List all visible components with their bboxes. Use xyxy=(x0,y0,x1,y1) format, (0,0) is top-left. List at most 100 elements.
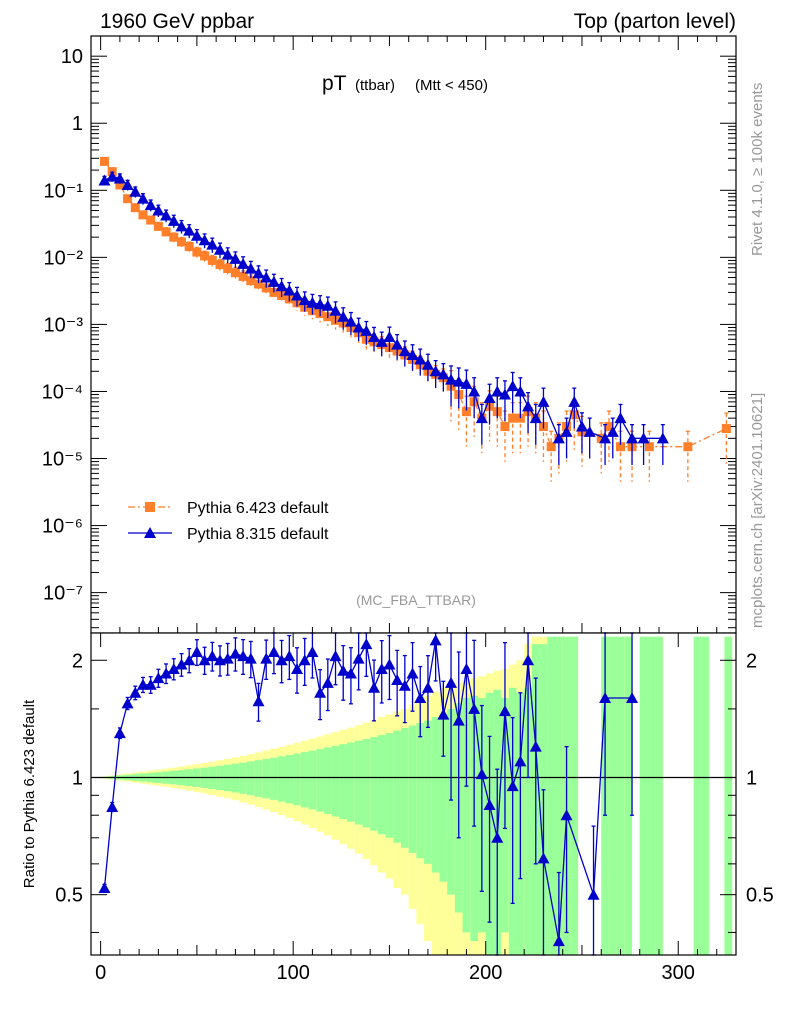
band-inner xyxy=(331,745,340,817)
data-point xyxy=(115,180,125,190)
data-point xyxy=(298,294,311,306)
data-point xyxy=(175,220,188,232)
ratio-point xyxy=(252,695,265,707)
ratio-point xyxy=(129,686,142,698)
data-point xyxy=(352,321,365,333)
legend: Pythia 6.423 default Pythia 8.315 defaul… xyxy=(128,500,329,543)
ratio-point xyxy=(298,654,311,666)
data-point xyxy=(123,194,133,204)
data-point xyxy=(291,289,304,301)
data-point xyxy=(215,260,225,270)
data-point xyxy=(522,400,535,412)
data-point xyxy=(254,279,264,289)
ratio-point xyxy=(552,935,565,947)
data-point xyxy=(568,395,581,407)
band-inner xyxy=(308,750,317,810)
ratio-point xyxy=(136,678,149,690)
y-tick-label: 10⁻¹ xyxy=(44,180,84,202)
data-point xyxy=(383,330,396,342)
main-panel: 10 1 10⁻¹ 10⁻² 10⁻³ 10⁻⁴ 10⁻⁵ 10⁻⁶ 10⁻⁷ pT (ttba… xyxy=(42,35,737,634)
data-point xyxy=(113,172,126,184)
ratio-point xyxy=(260,652,273,664)
data-point xyxy=(529,412,542,424)
mcplots-label: mcplots.cern.ch [arXiv:2401.10621] xyxy=(749,393,766,628)
band-inner xyxy=(246,761,255,796)
data-point xyxy=(329,304,342,316)
data-point xyxy=(246,276,256,286)
ratio-point xyxy=(522,654,535,666)
ratio-point xyxy=(352,652,365,664)
ratio-series-pythia8 xyxy=(98,632,639,956)
band-inner xyxy=(285,755,294,804)
data-point xyxy=(260,271,273,283)
ratio-point xyxy=(375,662,388,674)
data-point xyxy=(229,252,242,264)
data-point xyxy=(391,338,404,350)
data-point xyxy=(337,310,350,322)
data-point xyxy=(375,335,388,347)
ratio-point xyxy=(329,650,342,662)
data-point xyxy=(306,296,319,308)
ratio-point xyxy=(106,800,119,812)
data-point xyxy=(626,432,639,444)
ratio-point xyxy=(206,650,219,662)
data-point xyxy=(368,330,381,342)
ratio-point xyxy=(452,714,465,726)
ratio-ticks: 0.5 0.5 1 1 2 2 0 100 200 300 xyxy=(55,36,774,984)
data-point xyxy=(160,209,173,221)
data-point xyxy=(206,238,219,250)
data-point xyxy=(583,425,596,437)
ratio-point xyxy=(306,646,319,658)
data-point xyxy=(314,298,327,310)
ratio-y-tick-label-right: 2 xyxy=(746,650,757,672)
ratio-point xyxy=(98,882,111,894)
ratio-point xyxy=(483,798,496,810)
data-point xyxy=(214,243,226,255)
band-inner xyxy=(408,725,417,853)
header-left: 1960 GeV ppbar xyxy=(100,10,254,33)
ratio-point xyxy=(398,679,411,691)
band-inner xyxy=(385,733,394,838)
data-point xyxy=(161,227,171,237)
data-point xyxy=(506,380,519,392)
data-point xyxy=(721,424,731,434)
analysis-tag: (MC_FBA_TTBAR) xyxy=(356,592,476,608)
band-inner xyxy=(570,636,579,955)
band-inner xyxy=(254,760,263,797)
data-point xyxy=(98,174,111,186)
ratio-point xyxy=(113,727,126,739)
data-point xyxy=(176,237,186,247)
data-point xyxy=(575,420,588,432)
ratio-point xyxy=(360,638,373,650)
band-inner xyxy=(555,636,563,955)
ratio-point xyxy=(460,662,473,674)
series-pythia8 xyxy=(98,170,669,466)
data-point xyxy=(398,345,411,357)
data-point xyxy=(508,413,518,423)
ratio-point xyxy=(167,662,180,674)
data-point xyxy=(656,432,669,444)
data-point xyxy=(452,375,465,387)
ratio-frame xyxy=(90,632,737,956)
data-point xyxy=(121,178,134,190)
x-tick-label: 0 xyxy=(95,962,106,984)
band-inner xyxy=(347,742,355,822)
band-inner xyxy=(362,738,371,828)
data-point xyxy=(106,170,119,182)
rivet-label: Rivet 4.1.0, ≥ 100k events xyxy=(749,83,766,256)
legend-marker-pythia6 xyxy=(145,502,155,512)
ratio-point xyxy=(368,681,381,693)
ratio-y-tick-label: 1 xyxy=(72,767,83,789)
data-point xyxy=(169,232,179,242)
data-point xyxy=(230,268,240,278)
data-point xyxy=(183,224,196,236)
ratio-y-tick-label-right: 1 xyxy=(746,767,757,789)
data-point xyxy=(130,203,140,213)
ratio-point xyxy=(121,697,134,709)
ratio-point xyxy=(599,692,612,704)
band-inner xyxy=(377,735,386,835)
ratio-point xyxy=(267,646,280,658)
data-point xyxy=(99,156,109,166)
ratio-point xyxy=(229,647,242,659)
ratio-point xyxy=(506,780,519,792)
